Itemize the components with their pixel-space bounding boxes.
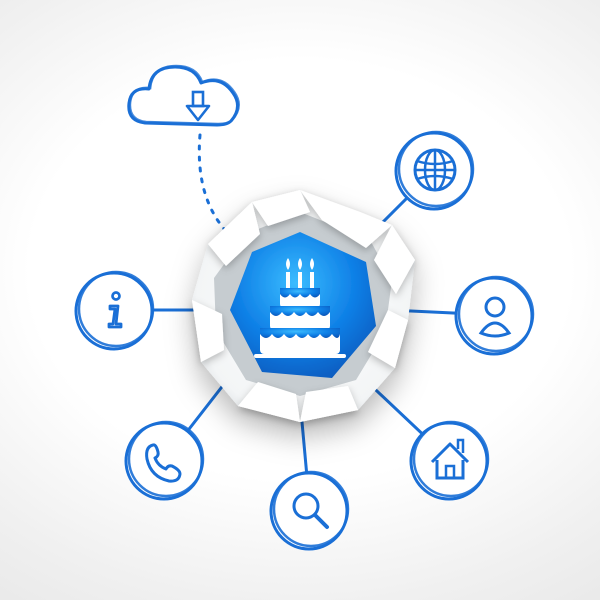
cloud-download-icon [129,66,239,125]
info-icon [76,272,153,349]
search-icon [271,472,348,549]
diagram-canvas [0,0,600,600]
person-icon [456,277,533,354]
phone-icon [126,422,203,499]
globe-icon [396,132,473,209]
home-icon [411,422,488,499]
